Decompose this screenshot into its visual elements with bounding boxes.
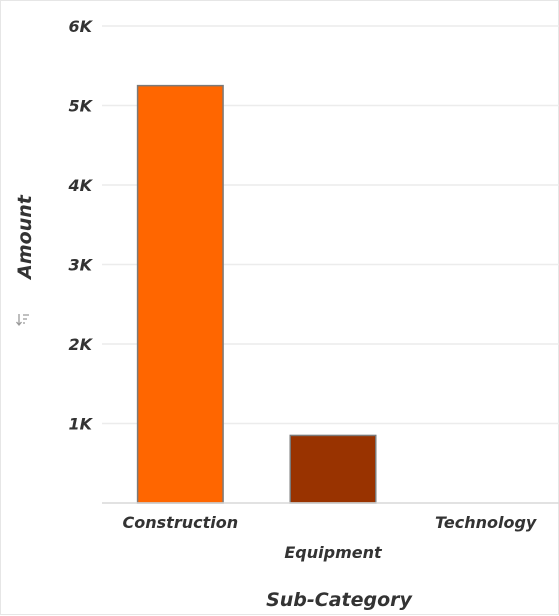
sort-icon[interactable]	[16, 314, 30, 327]
y-axis-title: Amount	[14, 194, 36, 281]
y-tick-label: 2K	[68, 335, 93, 354]
x-axis-title: Sub-Category	[266, 589, 413, 611]
y-tick-label: 4K	[67, 176, 93, 195]
y-axis-ticks: 1K 2K 3K 4K 5K 6K	[67, 17, 93, 434]
y-tick-label: 1K	[68, 415, 93, 434]
bar-equipment[interactable]	[289, 434, 377, 504]
x-tick-label: Construction	[123, 513, 239, 532]
x-tick-label: Technology	[435, 513, 537, 532]
bars	[136, 84, 377, 504]
y-tick-label: 5K	[68, 97, 93, 116]
y-tick-label: 6K	[68, 17, 93, 36]
bar-construction[interactable]	[136, 84, 224, 504]
x-axis-ticks: Construction Equipment Technology	[123, 513, 537, 562]
x-tick-label: Equipment	[284, 543, 383, 562]
y-tick-label: 3K	[68, 256, 93, 275]
